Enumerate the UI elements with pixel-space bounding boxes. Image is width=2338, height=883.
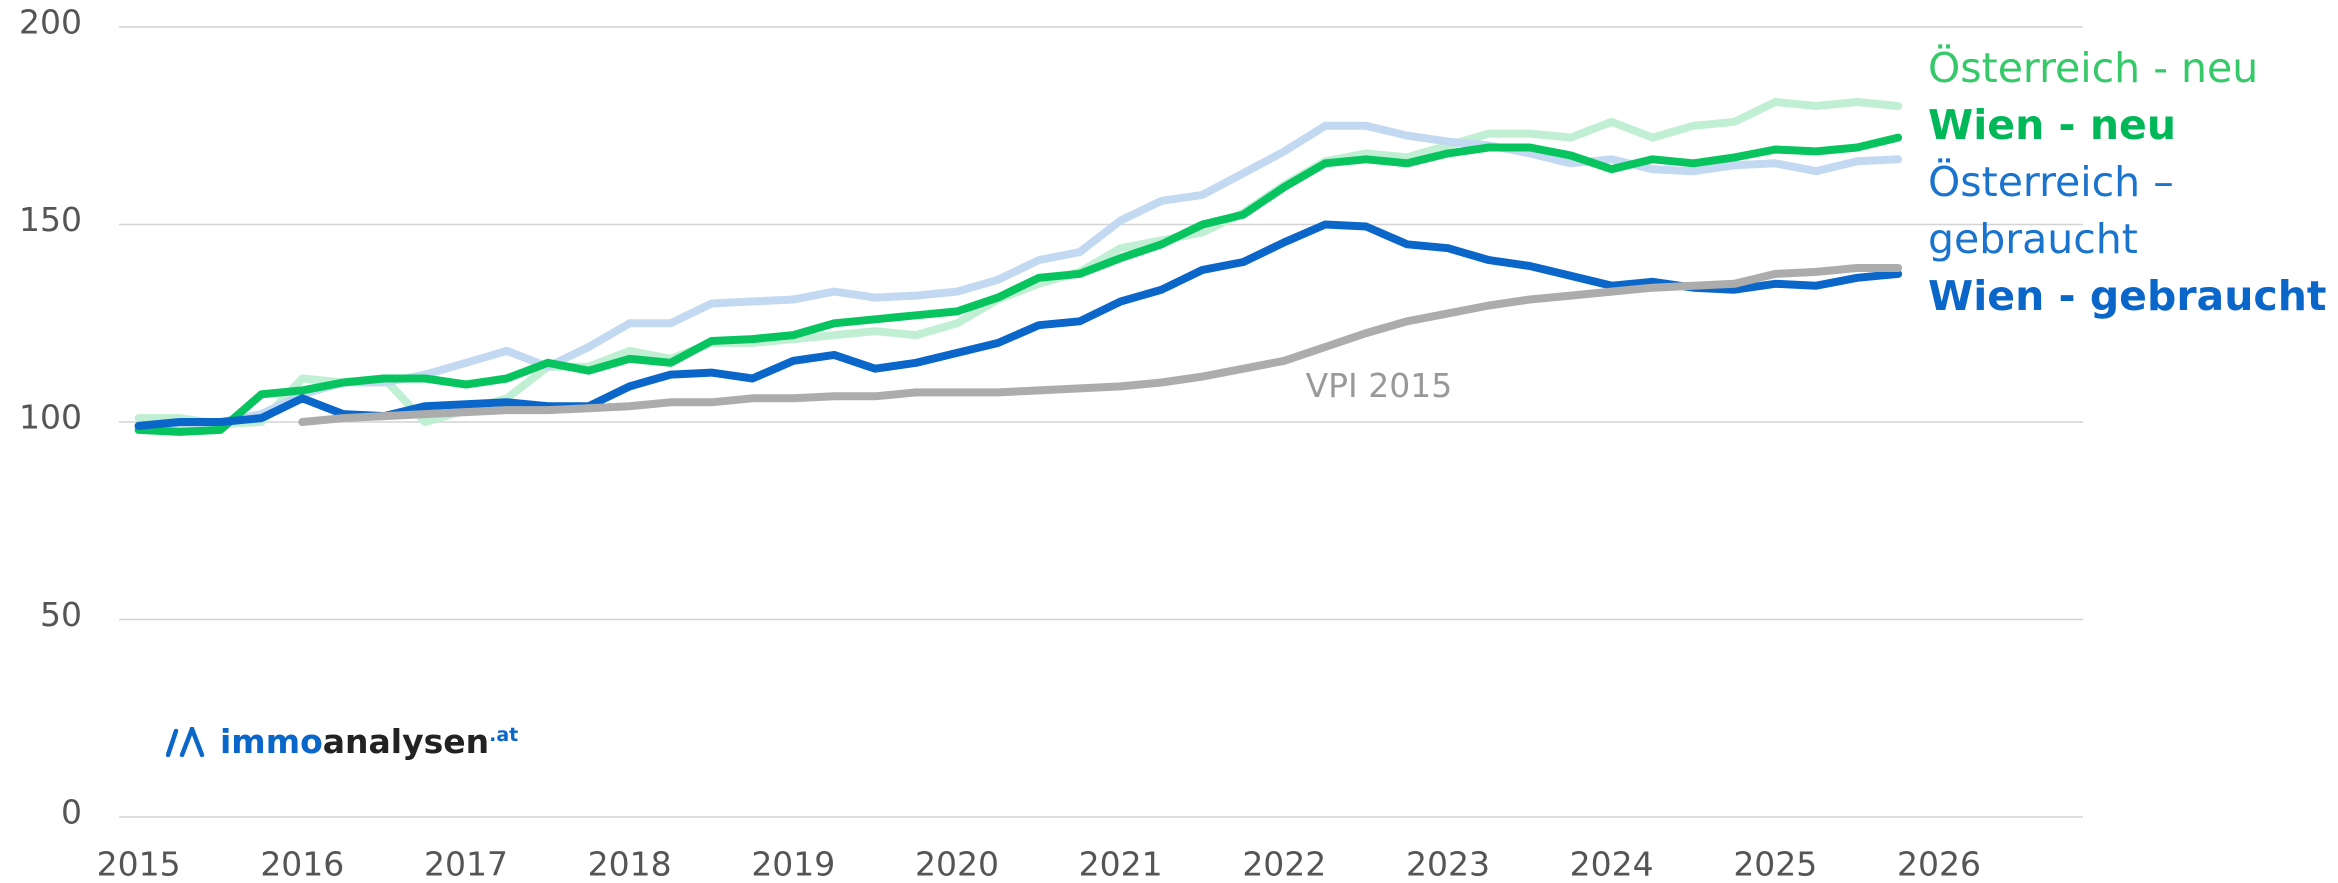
y-tick-label: 50 bbox=[40, 595, 82, 634]
y-tick-label: 100 bbox=[19, 398, 82, 437]
logo-tld: .at bbox=[489, 724, 519, 746]
y-tick-label: 200 bbox=[19, 3, 82, 42]
x-tick-label: 2021 bbox=[1079, 845, 1163, 883]
logo-icon bbox=[166, 726, 205, 757]
x-tick-label: 2025 bbox=[1733, 845, 1817, 883]
series-line bbox=[134, 133, 1903, 436]
x-tick-label: 2015 bbox=[97, 845, 181, 883]
series-line bbox=[134, 121, 1903, 430]
legend-entry: Österreich – gebraucht bbox=[1928, 158, 2174, 263]
series-line bbox=[298, 264, 1903, 426]
x-tick-label: 2017 bbox=[424, 845, 508, 883]
x-tick-label: 2024 bbox=[1570, 845, 1654, 883]
y-tick-label: 0 bbox=[61, 793, 82, 832]
legend: Österreich - neu Wien - neu Österreich – g… bbox=[1928, 40, 2328, 325]
logo-rest: analysen bbox=[322, 722, 490, 761]
x-tick-label: 2023 bbox=[1406, 845, 1490, 883]
logo-brand: immo bbox=[220, 722, 323, 761]
series-label: VPI 2015 bbox=[1306, 366, 1453, 405]
x-tick-label: 2018 bbox=[588, 845, 672, 883]
y-tick-label: 150 bbox=[19, 200, 82, 239]
x-tick-label: 2022 bbox=[1242, 845, 1326, 883]
x-tick-label: 2019 bbox=[751, 845, 835, 883]
series-line bbox=[134, 220, 1903, 430]
x-tick-label: 2016 bbox=[260, 845, 344, 883]
legend-entry: Wien - gebraucht bbox=[1928, 272, 2327, 320]
x-tick-label: 2020 bbox=[915, 845, 999, 883]
logo: immo analysen .at bbox=[166, 722, 518, 761]
x-tick-label: 2026 bbox=[1897, 845, 1981, 883]
legend-entry: Wien - neu bbox=[1928, 101, 2177, 149]
legend-entry: Österreich - neu bbox=[1928, 44, 2259, 92]
